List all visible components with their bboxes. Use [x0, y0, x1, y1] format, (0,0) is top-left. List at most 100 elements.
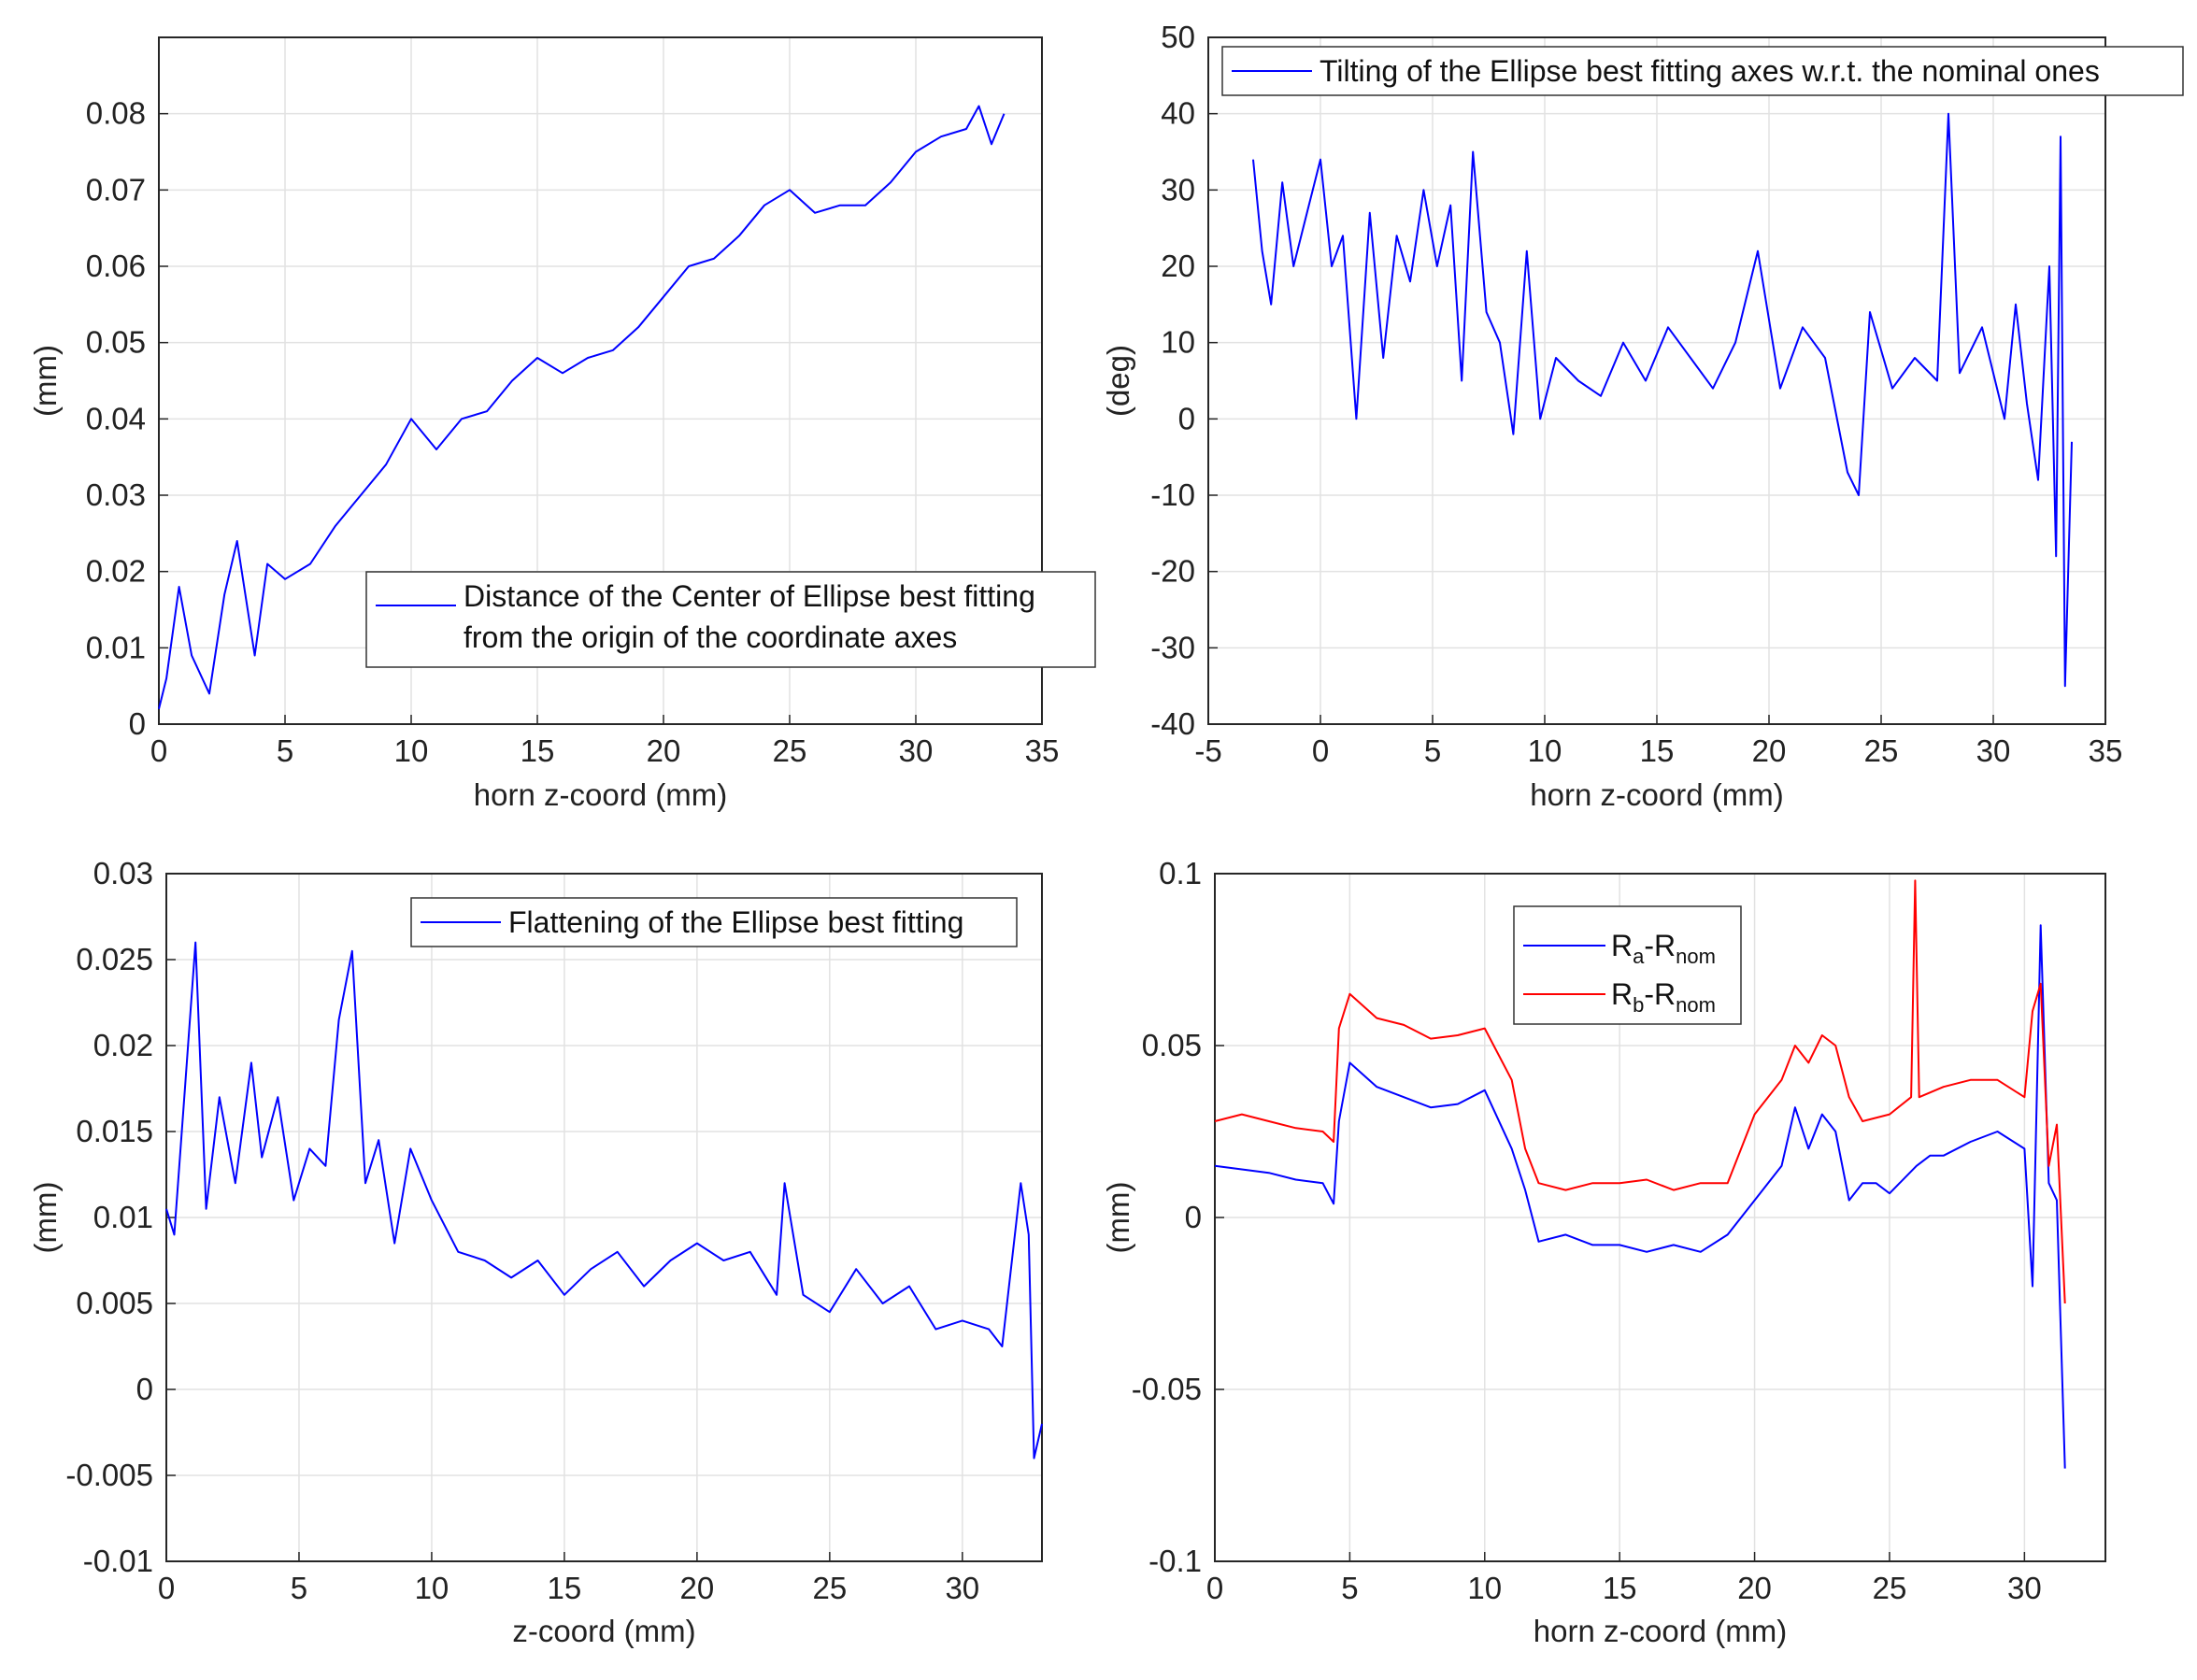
y-tick-label: 0.03 [86, 477, 146, 512]
y-tick-label: 0.06 [86, 249, 146, 283]
y-axis-label: (mm) [28, 1182, 63, 1254]
chart-panel-3: 0 5 10 15 20 25 30 -0.01 -0.005 0 0.005 0.01 0.015 0.… [28, 856, 1043, 1648]
y-tick-label: 40 [1161, 96, 1195, 131]
y-axis-label: (mm) [1101, 1182, 1135, 1254]
x-tick-label: 25 [773, 733, 807, 768]
legend: Distance of the Center of Ellipse best f… [365, 571, 1096, 668]
series-line-1 [1214, 924, 2066, 1469]
y-tick-label: 0.025 [76, 942, 153, 976]
y-tick-label: 20 [1161, 249, 1195, 283]
legend-box [410, 897, 1018, 947]
legend-box [1513, 905, 1742, 1025]
x-tick-label: 25 [1864, 733, 1899, 768]
y-tick-label: 0.01 [93, 1200, 153, 1234]
x-tick-label: 10 [415, 1571, 449, 1605]
legend-entry: Tilting of the Ellipse best fitting axes… [1320, 54, 2100, 88]
axes-box [1207, 36, 2106, 725]
y-tick-label: 50 [1161, 20, 1195, 54]
x-tick-label: 25 [812, 1571, 847, 1605]
x-axis-label: horn z-coord (mm) [1534, 1614, 1787, 1648]
x-tick-label: 30 [1976, 733, 2011, 768]
legend-entry: Rb-Rnom [1611, 977, 1716, 1017]
x-tick-label: 5 [277, 733, 293, 768]
legend-box [1221, 46, 2184, 96]
y-tick-label: 0.08 [86, 96, 146, 131]
y-tick-label: -10 [1150, 477, 1195, 512]
y-tick-label: -0.1 [1148, 1544, 1202, 1578]
x-tick-label: 5 [291, 1571, 307, 1605]
y-tick-label: -0.01 [83, 1544, 153, 1578]
x-tick-label: 0 [1206, 1571, 1223, 1605]
x-tick-label: 35 [2089, 733, 2123, 768]
y-tick-label: 10 [1161, 325, 1195, 360]
x-tick-label: 20 [1737, 1571, 1772, 1605]
x-tick-label: 30 [899, 733, 934, 768]
x-axis-label: horn z-coord (mm) [1530, 777, 1783, 812]
y-tick-label: 0 [136, 1372, 153, 1406]
y-tick-label: -0.05 [1132, 1372, 1202, 1406]
y-tick-label: 0.01 [86, 630, 146, 664]
x-tick-label: 10 [1528, 733, 1562, 768]
x-axis-label: z-coord (mm) [512, 1614, 695, 1648]
y-tick-label: 0.02 [93, 1028, 153, 1062]
series-line-1 [1252, 112, 2073, 688]
x-tick-label: 15 [548, 1571, 582, 1605]
x-tick-label: 15 [1640, 733, 1675, 768]
x-tick-label: 30 [2007, 1571, 2042, 1605]
x-tick-label: 0 [150, 733, 167, 768]
chart-panel-2: -5 0 5 10 15 20 25 30 35 -40 -30 -20 -10 0 10 20 30 40 50 h… [1101, 20, 2184, 812]
y-tick-label: 0.05 [86, 325, 146, 360]
axes-box [165, 873, 1043, 1562]
x-tick-label: 30 [945, 1571, 979, 1605]
x-tick-label: 20 [1752, 733, 1787, 768]
legend-entry: Distance of the Center of Ellipse best f… [464, 579, 1035, 613]
series-line-1 [165, 941, 1043, 1459]
y-tick-label: -40 [1150, 706, 1195, 741]
y-tick-label: 30 [1161, 172, 1195, 206]
x-tick-label: 20 [647, 733, 681, 768]
legend-entry: Flattening of the Ellipse best fitting [508, 905, 963, 939]
x-tick-label: 0 [158, 1571, 175, 1605]
y-tick-label: 0.1 [1159, 856, 1202, 890]
x-tick-label: 20 [680, 1571, 715, 1605]
y-tick-label: 0.015 [76, 1114, 153, 1148]
y-tick-label: -0.005 [65, 1458, 153, 1492]
chart-panel-4: 0 5 10 15 20 25 30 -0.1 -0.05 0 0.05 0.1 horn z-coor… [1101, 856, 2106, 1648]
x-tick-label: 35 [1025, 733, 1060, 768]
chart-panel-1: 0 5 10 15 20 25 30 35 0 0.01 0.02 0.03 0.04 0.05 0.06 0… [28, 36, 1096, 812]
legend-entry: Ra-Rnom [1611, 929, 1716, 968]
x-axis-label: horn z-coord (mm) [474, 777, 727, 812]
y-tick-label: 0 [1178, 401, 1195, 435]
series-line-1 [158, 105, 1006, 709]
y-tick-label: 0.005 [76, 1286, 153, 1320]
x-tick-label: 15 [521, 733, 555, 768]
y-tick-label: 0.03 [93, 856, 153, 890]
y-tick-label: 0 [129, 706, 146, 741]
x-tick-label: 5 [1424, 733, 1441, 768]
y-tick-label: 0.04 [86, 401, 146, 435]
series-line-2 [1214, 879, 2066, 1304]
y-tick-label: 0.02 [86, 554, 146, 589]
x-tick-label: 10 [1467, 1571, 1502, 1605]
axes-box [1214, 873, 2106, 1562]
legend-box [365, 571, 1096, 668]
y-tick-label: -20 [1150, 554, 1195, 589]
axes-box [158, 36, 1043, 725]
x-tick-label: -5 [1194, 733, 1221, 768]
x-tick-label: 10 [394, 733, 429, 768]
y-tick-label: 0 [1185, 1200, 1202, 1234]
x-tick-label: 25 [1873, 1571, 1907, 1605]
legend: Tilting of the Ellipse best fitting axes… [1221, 46, 2184, 96]
y-tick-label: 0.05 [1142, 1028, 1202, 1062]
x-tick-label: 15 [1603, 1571, 1637, 1605]
y-tick-label: -30 [1150, 630, 1195, 664]
y-tick-label: 0.07 [86, 172, 146, 206]
y-axis-label: (mm) [28, 345, 63, 417]
y-axis-label: (deg) [1101, 345, 1135, 417]
x-tick-label: 0 [1312, 733, 1329, 768]
x-tick-label: 5 [1341, 1571, 1358, 1605]
legend: Flattening of the Ellipse best fitting [410, 897, 1018, 947]
legend-entry: from the origin of the coordinate axes [464, 620, 957, 654]
